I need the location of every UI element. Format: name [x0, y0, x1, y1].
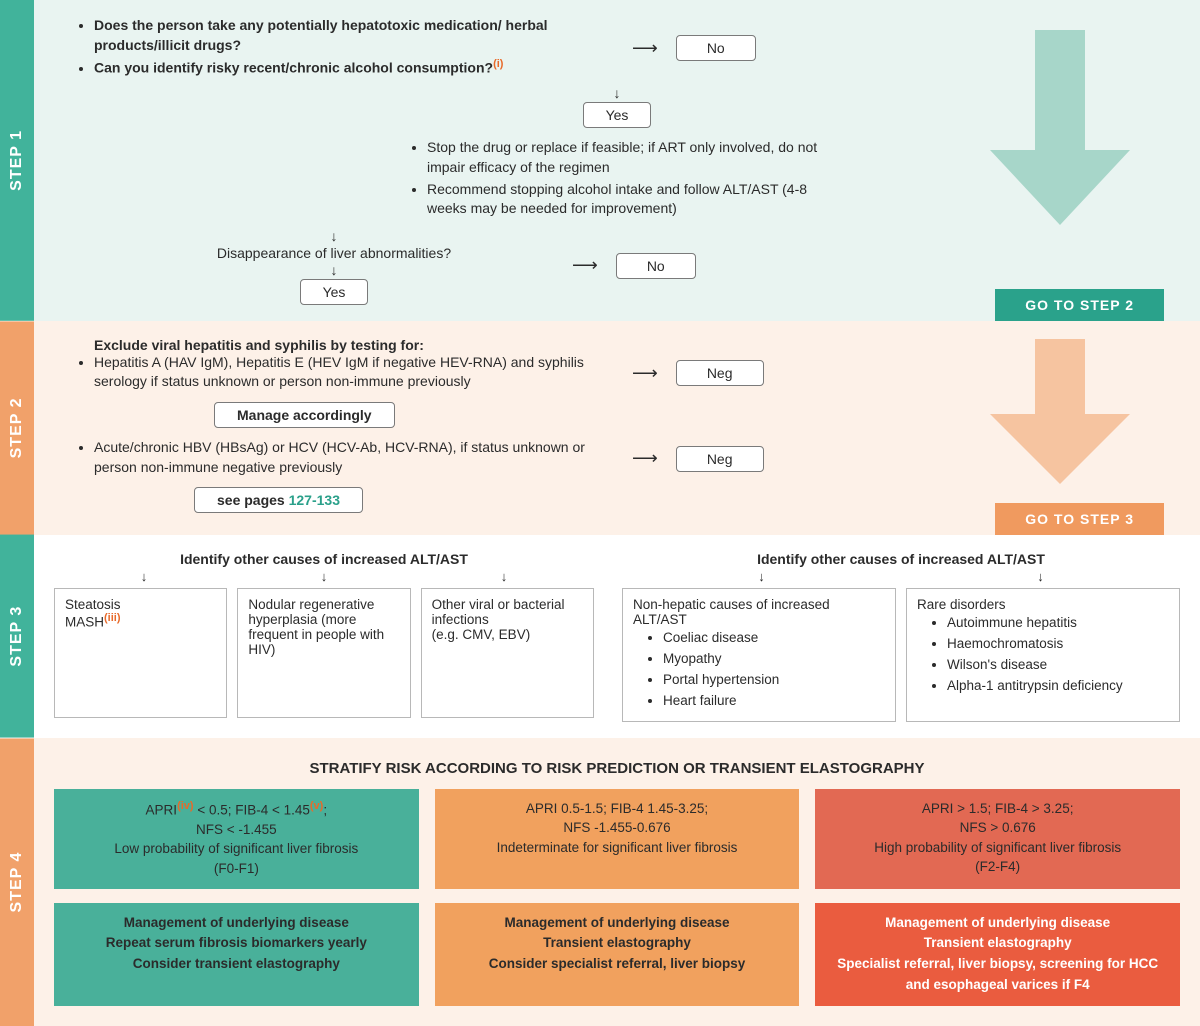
step1-q3: Disappearance of liver abnormalities?	[114, 245, 554, 261]
arrow-right-icon: ⟶	[632, 38, 658, 59]
clinical-flowchart: STEP 1 Does the person take any potentia…	[0, 0, 1200, 1026]
step3-left-card: Other viral or bacterial infections(e.g.…	[421, 588, 594, 718]
step4-label: STEP 4	[0, 738, 34, 1026]
step2-body: Exclude viral hepatitis and syphilis by …	[34, 321, 1200, 535]
step3-left-card: Nodular regenerative hyperplasia (more f…	[237, 588, 410, 718]
step4-row: STEP 4 STRATIFY RISK ACCORDING TO RISK P…	[0, 738, 1200, 1026]
risk-box: APRI 0.5-1.5; FIB-4 1.45-3.25;NFS -1.455…	[435, 789, 800, 889]
mgmt-box: Management of underlying diseaseTransien…	[815, 903, 1180, 1007]
step1-no-box: No	[676, 35, 756, 61]
page-link[interactable]: 127-133	[289, 492, 340, 508]
step1-advice1: Stop the drug or replace if feasible; if…	[427, 138, 847, 177]
arrow-down-icon: ↓	[321, 569, 328, 584]
arrow-down-icon: ↓	[114, 263, 554, 277]
arrow-down-icon: ↓	[337, 86, 897, 100]
step2-b1: Hepatitis A (HAV IgM), Hepatitis E (HEV …	[94, 353, 614, 392]
step3-right-card: Rare disordersAutoimmune hepatitisHaemoc…	[906, 588, 1180, 722]
step1-no2-box: No	[616, 253, 696, 279]
arrow-down-icon: ↓	[758, 569, 765, 584]
step1-advice2: Recommend stopping alcohol intake and fo…	[427, 180, 847, 219]
step1-row: STEP 1 Does the person take any potentia…	[0, 0, 1200, 321]
mgmt-box: Management of underlying diseaseRepeat s…	[54, 903, 419, 1007]
step4-body: STRATIFY RISK ACCORDING TO RISK PREDICTI…	[34, 738, 1200, 1026]
step4-title: STRATIFY RISK ACCORDING TO RISK PREDICTI…	[54, 760, 1180, 777]
step2-label: STEP 2	[0, 321, 34, 535]
step2-b2: Acute/chronic HBV (HBsAg) or HCV (HCV-Ab…	[94, 438, 614, 477]
step1-q2: Can you identify risky recent/chronic al…	[94, 57, 614, 78]
step3-row: STEP 3 Identify other causes of increase…	[0, 535, 1200, 738]
step2-row: STEP 2 Exclude viral hepatitis and syphi…	[0, 321, 1200, 535]
big-arrow-step1	[980, 30, 1140, 233]
step1-yes2-box: Yes	[300, 279, 369, 305]
arrow-right-icon: ⟶	[572, 255, 598, 276]
arrow-down-icon: ↓	[114, 229, 554, 243]
step3-left-card: SteatosisMASH(iii)	[54, 588, 227, 718]
step3-label: STEP 3	[0, 535, 34, 738]
arrow-down-icon: ↓	[501, 569, 508, 584]
arrow-down-icon: ↓	[141, 569, 148, 584]
risk-box: APRI(iv) < 0.5; FIB-4 < 1.45(v);NFS < -1…	[54, 789, 419, 889]
step3-right-card: Non-hepatic causes of increased ALT/ASTC…	[622, 588, 896, 722]
goto-step3-button[interactable]: GO TO STEP 3	[995, 503, 1164, 535]
step1-label: STEP 1	[0, 0, 34, 321]
manage-box: Manage accordingly	[214, 402, 395, 428]
arrow-right-icon: ⟶	[632, 363, 658, 384]
step3-left-header: Identify other causes of increased ALT/A…	[54, 551, 594, 567]
step2-neg1-box: Neg	[676, 360, 764, 386]
step1-yes-box: Yes	[583, 102, 652, 128]
step3-body: Identify other causes of increased ALT/A…	[34, 535, 1200, 738]
goto-step2-button[interactable]: GO TO STEP 2	[995, 289, 1164, 321]
arrow-right-icon: ⟶	[632, 448, 658, 469]
arrow-down-icon: ↓	[1037, 569, 1044, 584]
risk-box: APRI > 1.5; FIB-4 > 3.25;NFS > 0.676High…	[815, 789, 1180, 889]
step3-right-header: Identify other causes of increased ALT/A…	[622, 551, 1180, 567]
step1-body: Does the person take any potentially hep…	[34, 0, 1200, 321]
seepages-box: see pages 127-133	[194, 487, 363, 513]
big-arrow-step2	[980, 339, 1140, 492]
step1-q1: Does the person take any potentially hep…	[94, 16, 614, 55]
step2-neg2-box: Neg	[676, 446, 764, 472]
mgmt-box: Management of underlying diseaseTransien…	[435, 903, 800, 1007]
